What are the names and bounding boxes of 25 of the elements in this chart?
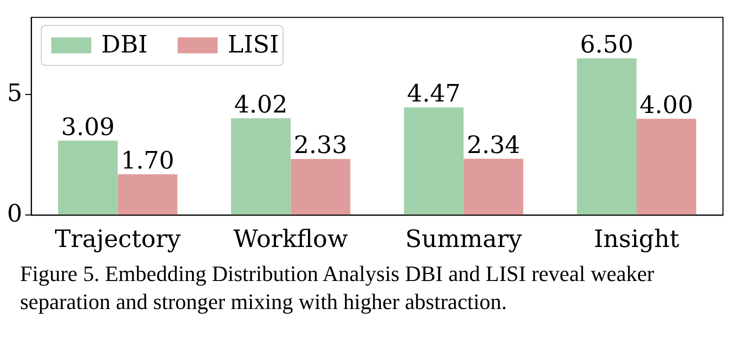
- caption: Figure 5. Embedding Distribution Analysis DBI and LISI reveal weaker separation and stronger mixing with higher abstraction.: [19, 260, 656, 316]
- x-tick-label: Summary: [405, 224, 522, 253]
- bar: [576, 58, 637, 215]
- text: 4.02: [234, 90, 288, 118]
- bar: [404, 107, 464, 215]
- y-tick-label: 5: [6, 78, 22, 107]
- x-tick-label: Workflow: [233, 224, 348, 253]
- bar: [58, 140, 118, 215]
- text: 2.34: [466, 130, 520, 159]
- bar: [290, 158, 350, 215]
- text: 3.09: [61, 112, 115, 141]
- bar: [636, 118, 696, 215]
- text: 4.00: [640, 90, 694, 119]
- bar: [231, 118, 291, 215]
- y-tick-label: 0: [6, 199, 22, 228]
- text: 4.47: [407, 80, 460, 108]
- bar: [464, 158, 524, 215]
- x-tick-label: Insight: [594, 224, 680, 253]
- text: 2.33: [294, 131, 348, 160]
- legend-label: LISI: [228, 30, 279, 59]
- text: 1.70: [120, 146, 174, 174]
- bar: [118, 174, 178, 215]
- legend-label: DBI: [101, 30, 148, 59]
- text: 6.50: [580, 30, 634, 59]
- x-tick-label: Trajectory: [54, 224, 182, 253]
